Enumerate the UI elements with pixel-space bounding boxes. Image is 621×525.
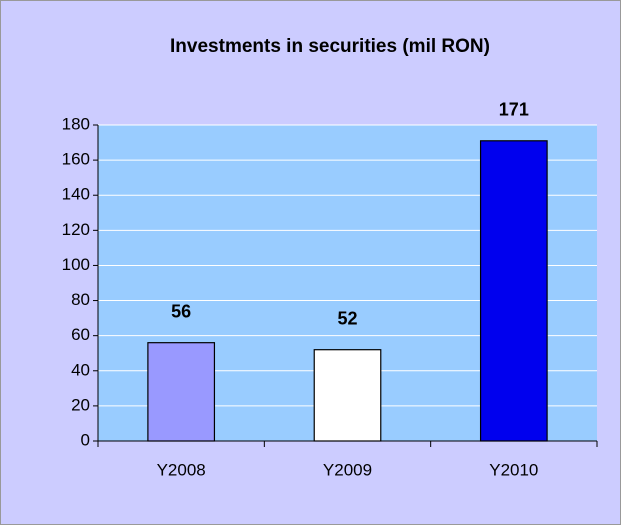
y-tick-label: 160 xyxy=(62,150,90,169)
bar xyxy=(147,342,216,442)
y-tick-label: 100 xyxy=(62,255,90,274)
x-tick-label: Y2008 xyxy=(157,460,206,479)
data-label: 52 xyxy=(337,308,357,328)
y-tick-label: 60 xyxy=(71,325,90,344)
bar xyxy=(313,349,382,442)
x-tick-label: Y2010 xyxy=(489,460,538,479)
y-tick-label: 120 xyxy=(62,220,90,239)
y-tick-label: 20 xyxy=(71,395,90,414)
y-tick-label: 140 xyxy=(62,185,90,204)
y-tick-label: 40 xyxy=(71,360,90,379)
data-label: 171 xyxy=(499,100,529,120)
data-label: 56 xyxy=(171,301,191,321)
bar xyxy=(479,140,548,442)
x-tick-label: Y2009 xyxy=(323,460,372,479)
chart-title: Investments in securities (mil RON) xyxy=(170,36,490,57)
y-tick-label: 80 xyxy=(71,290,90,309)
y-tick-label: 180 xyxy=(62,114,90,133)
y-tick-label: 0 xyxy=(81,430,90,449)
